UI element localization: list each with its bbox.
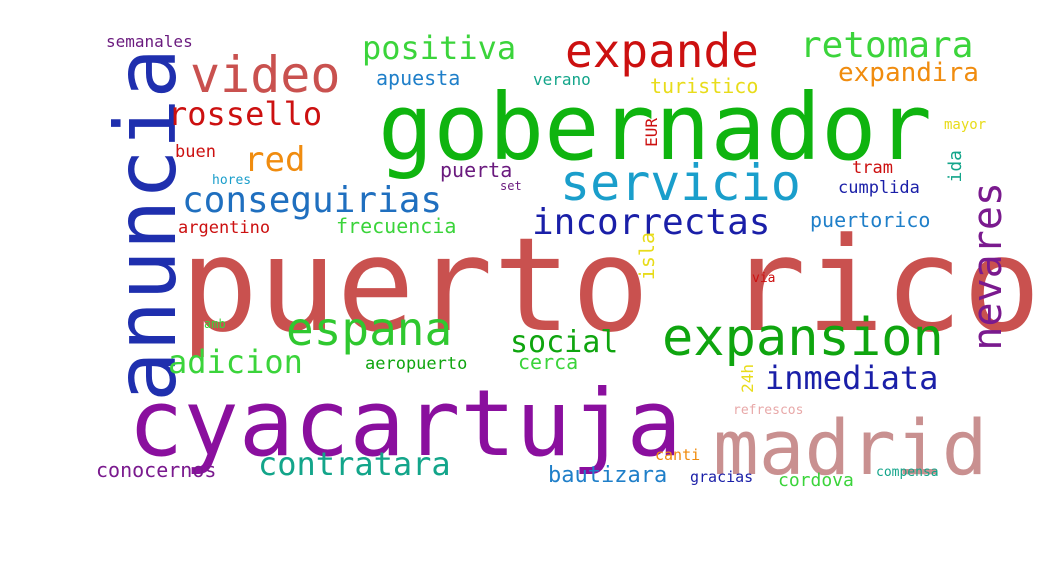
word-expansion: expansion [662, 308, 944, 368]
word-nevares: nevares [965, 182, 1011, 351]
word-conseguirias: conseguirias [182, 180, 443, 221]
word-semanales: semanales [106, 32, 193, 51]
word-red: red [244, 140, 306, 180]
word-compensa: compensa [876, 465, 939, 480]
word-contratara: contratara [258, 445, 451, 483]
word-via: via [752, 271, 776, 286]
word-tram: tram [852, 158, 893, 178]
word-cerca: cerca [518, 350, 579, 374]
word-buen: buen [175, 142, 216, 162]
word-frecuencia: frecuencia [336, 214, 457, 238]
word-incorrectas: incorrectas [532, 202, 771, 243]
word-retomara: retomara [800, 25, 974, 66]
word-apuesta: apuesta [376, 66, 461, 90]
word-mayor: mayor [944, 117, 987, 133]
word-canti: canti [655, 446, 701, 464]
word-servicio: servicio [560, 154, 801, 212]
word-rossello: rossello [168, 95, 323, 133]
word-espana: espana [286, 302, 453, 356]
word-video: video [190, 46, 341, 104]
word-hores: hores [212, 173, 252, 188]
word-ida: ida [945, 150, 966, 183]
word-adicion: adicion [168, 343, 303, 381]
word-bautizara: bautizara [548, 463, 668, 488]
word-aeropuerto: aeropuerto [365, 354, 468, 374]
word-positiva: positiva [362, 29, 517, 67]
word-turistico: turistico [650, 74, 759, 98]
word-gracias: gracias [690, 468, 754, 486]
word-expande: expande [565, 24, 759, 78]
word-puerta: puerta [440, 158, 513, 182]
word-social: social [510, 325, 619, 360]
word-set: set [500, 179, 522, 193]
word-verano: verano [533, 70, 591, 89]
word-amb: amb [204, 317, 226, 331]
word-eur: EUR [642, 118, 661, 147]
word-madrid: madrid [713, 403, 988, 492]
word-refrescos: refrescos [733, 403, 804, 418]
word-gobernador: gobernador [378, 74, 932, 181]
word-expandira: expandira [838, 58, 979, 88]
word-cyacartuja: cyacartuja [128, 370, 682, 477]
word-puertorico: puertorico [810, 208, 931, 232]
word-conocernos: conocernos [96, 458, 217, 482]
word-inmediata: inmediata [765, 359, 939, 397]
word-puerto-rico: puerto rico [180, 209, 1041, 361]
word-isla: isla [635, 232, 659, 281]
word-cumplida: cumplida [838, 178, 920, 198]
word-argentino: argentino [178, 218, 271, 238]
word-24h: 24h [738, 364, 757, 393]
word-cordova: cordova [778, 470, 854, 491]
